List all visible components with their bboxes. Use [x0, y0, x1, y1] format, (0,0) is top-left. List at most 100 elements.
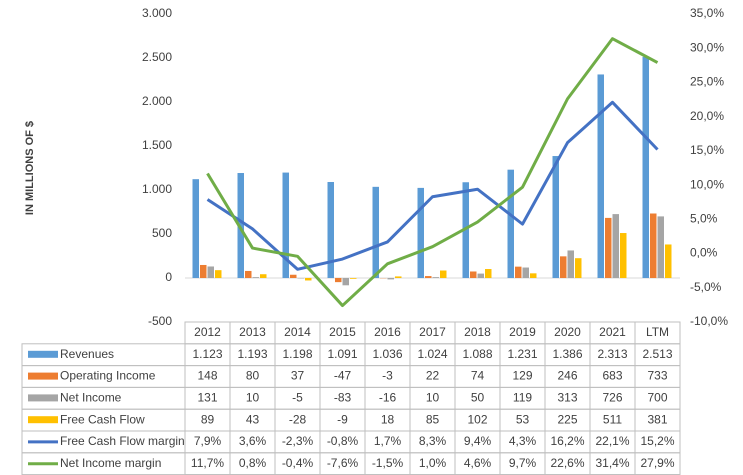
bar	[260, 274, 267, 278]
table-value: -2,3%	[282, 434, 314, 448]
table-value: 7,9%	[194, 434, 222, 448]
table-value: 4,3%	[509, 434, 537, 448]
y2-tick-label: 35,0%	[690, 6, 724, 20]
table-value: -0,8%	[327, 434, 359, 448]
table-value: 22,6%	[550, 456, 584, 470]
legend-label: Free Cash Flow margin	[60, 434, 185, 448]
bar	[335, 278, 342, 283]
table-value: 3,6%	[239, 434, 267, 448]
bar	[440, 270, 447, 278]
table-value: -9	[337, 412, 348, 426]
table-value: 27,9%	[640, 456, 674, 470]
bar	[530, 273, 537, 278]
table-value: 2.313	[597, 347, 627, 361]
bar	[200, 264, 207, 278]
table-value: 700	[647, 390, 667, 404]
bar	[350, 278, 357, 279]
bar	[612, 214, 619, 278]
bar	[305, 278, 312, 281]
table-value: 381	[647, 412, 667, 426]
table-year: 2014	[284, 325, 311, 339]
table-year: LTM	[646, 325, 669, 339]
table-value: 31,4%	[595, 456, 629, 470]
table-year: 2018	[464, 325, 491, 339]
table-value: 89	[201, 412, 215, 426]
bar	[567, 250, 574, 278]
table-value: -7,6%	[327, 456, 359, 470]
bar	[575, 258, 582, 278]
table-value: 80	[246, 369, 260, 383]
bar	[372, 186, 379, 278]
bar	[522, 267, 529, 278]
table-value: 11,7%	[191, 456, 224, 470]
table-value: 9,7%	[509, 456, 537, 470]
legend-label: Free Cash Flow	[60, 412, 145, 426]
y-tick-label: 2.000	[142, 94, 172, 108]
table-value: 8,3%	[419, 434, 447, 448]
bar	[665, 244, 672, 278]
bar	[395, 276, 402, 278]
y-tick-label: 1.500	[142, 138, 172, 152]
bar	[237, 173, 244, 278]
table-value: 1.386	[552, 347, 582, 361]
table-value: 0,8%	[239, 456, 267, 470]
y2-tick-label: 5,0%	[690, 212, 718, 226]
y-tick-label: 500	[152, 226, 172, 240]
y2-tick-label: 20,0%	[690, 109, 724, 123]
table-value: -1,5%	[372, 456, 404, 470]
y2-tick-label: 10,0%	[690, 177, 724, 191]
table-value: 148	[197, 369, 217, 383]
legend-label: Net Income margin	[60, 456, 161, 470]
table-value: 9,4%	[464, 434, 492, 448]
bar	[477, 273, 484, 278]
table-value: 1.231	[507, 347, 537, 361]
bar	[552, 156, 559, 278]
table-value: 726	[602, 390, 622, 404]
table-year: 2015	[329, 325, 356, 339]
table-value: 102	[467, 412, 487, 426]
table-value: -47	[334, 369, 352, 383]
table-year: 2016	[374, 325, 401, 339]
table-year: 2020	[554, 325, 581, 339]
bar	[192, 179, 199, 278]
bar	[515, 266, 522, 278]
y-tick-label: 2.500	[142, 50, 172, 64]
table-year: 2017	[419, 325, 446, 339]
bar	[387, 278, 394, 280]
y-tick-label: 3.000	[142, 6, 172, 20]
table-value: 313	[557, 390, 577, 404]
table-value: 1,7%	[374, 434, 402, 448]
bar	[597, 74, 604, 279]
y-axis-title: IN MILLIONS OF $	[24, 121, 36, 215]
table-value: 85	[426, 412, 440, 426]
table-value: 733	[647, 369, 667, 383]
bar	[290, 274, 297, 278]
table-value: 53	[516, 412, 530, 426]
y-tick-label: -500	[148, 314, 172, 328]
legend-label: Net Income	[60, 390, 122, 404]
bar	[650, 213, 657, 278]
bar	[425, 276, 432, 278]
table-value: 225	[557, 412, 577, 426]
legend-swatch	[28, 350, 58, 358]
bar	[207, 266, 214, 278]
y2-tick-label: 30,0%	[690, 40, 724, 54]
table-value: 1.024	[417, 347, 447, 361]
table-value: 131	[197, 390, 217, 404]
table-value: -5	[292, 390, 303, 404]
y2-tick-label: 25,0%	[690, 75, 724, 89]
table-value: 10	[426, 390, 440, 404]
bar	[470, 271, 477, 278]
bar	[327, 181, 334, 278]
table-value: 22,1%	[595, 434, 629, 448]
legend-swatch	[28, 394, 58, 402]
table-value: 4,6%	[464, 456, 492, 470]
bar	[252, 277, 259, 278]
y2-tick-label: 15,0%	[690, 143, 724, 157]
legend-label: Revenues	[60, 347, 114, 361]
table-value: 1.198	[282, 347, 312, 361]
table-value: 129	[512, 369, 532, 383]
table-value: 1.091	[327, 347, 357, 361]
